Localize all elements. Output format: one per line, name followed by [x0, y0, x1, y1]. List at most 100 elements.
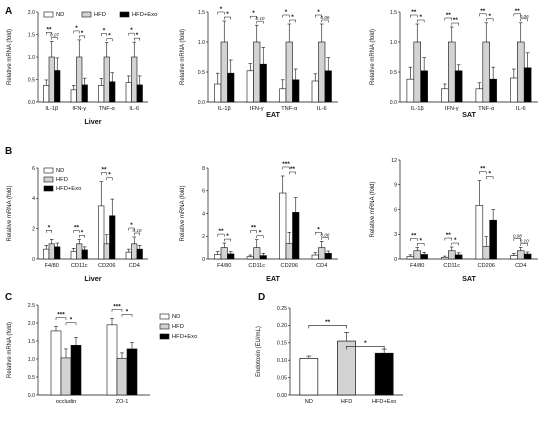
bar [482, 41, 490, 103]
significance-label: ** [515, 8, 520, 15]
y-tick-label: 0.0 [198, 100, 205, 106]
legend-swatch [81, 11, 92, 18]
chart-title: EAT [266, 274, 280, 283]
x-tick-label: F4/80 [217, 263, 231, 269]
significance-bracket [321, 237, 329, 240]
legend-swatch [43, 167, 54, 174]
bar [454, 254, 463, 260]
y-tick-label: 1.5 [198, 10, 205, 16]
bar [285, 41, 293, 103]
y-tick-label: 1.0 [198, 40, 205, 46]
significance-label: * [291, 14, 294, 21]
significance-bracket [128, 32, 135, 36]
y-tick-label: 0.0 [28, 100, 35, 106]
y-tick-label: 2.0 [28, 321, 35, 327]
bar [420, 254, 428, 260]
legend-label: ND [172, 314, 180, 320]
bar [516, 250, 525, 260]
significance-label: * [108, 172, 111, 179]
legend-label: ND [56, 168, 64, 174]
legend-swatch [159, 333, 170, 340]
panel-label: B [5, 146, 12, 157]
significance-bracket [224, 16, 231, 20]
bar [299, 358, 319, 396]
significance-label: * [220, 6, 223, 13]
significance-label: 0.10 [520, 238, 529, 243]
significance-bracket [315, 14, 322, 18]
significance-label: * [419, 237, 422, 244]
bar [253, 41, 261, 103]
significance-label: * [419, 14, 422, 21]
chart-title: SAT [462, 274, 476, 283]
significance-bracket [321, 19, 329, 23]
bar [81, 84, 88, 103]
significance-label: ** [446, 232, 451, 239]
bar [70, 251, 77, 260]
significance-bracket [217, 233, 225, 237]
significance-bracket [250, 230, 257, 234]
y-tick-label: 1.5 [390, 10, 397, 16]
y-tick-label: 4 [32, 196, 35, 202]
chart-D: 0.00 0.05 0.10 0.15 0.20 0.25 Endotoxin (EU/mL… [256, 292, 403, 405]
bar [510, 77, 518, 103]
y-tick-label: 2.5 [28, 303, 35, 309]
significance-bracket [79, 35, 85, 39]
x-tick-label: CD206 [98, 263, 115, 269]
bar [259, 255, 267, 260]
significance-bracket [134, 232, 140, 236]
bar [48, 243, 55, 260]
x-tick-label: IL-6 [129, 106, 139, 112]
significance-label: ** [74, 224, 79, 231]
significance-bracket [79, 235, 85, 238]
y-tick-label: 1.0 [28, 55, 35, 61]
bar [292, 212, 300, 260]
y-tick-label: 0.5 [28, 77, 35, 83]
bar [109, 81, 116, 103]
y-tick-label: 0.20 [277, 323, 287, 329]
legend-swatch [159, 313, 170, 320]
bar [510, 255, 518, 260]
chart-title: Liver [84, 117, 101, 126]
x-tick-label: ND [305, 399, 313, 405]
bar [227, 72, 235, 103]
significance-label: ** [480, 8, 485, 15]
y-axis-label: Relative mRNA (fold) [180, 185, 186, 241]
x-tick-label: TNF-α [99, 106, 116, 112]
significance-bracket [513, 13, 521, 17]
bar [489, 78, 497, 103]
bar [48, 56, 55, 103]
significance-bracket [451, 242, 459, 246]
significance-label: * [70, 317, 73, 324]
bar [441, 88, 449, 103]
significance-bracket [224, 238, 231, 242]
significance-label: 0.07 [50, 32, 59, 37]
significance-label: * [130, 27, 133, 34]
significance-label: * [364, 340, 367, 347]
significance-bracket [444, 237, 452, 241]
y-axis-label: Endotoxin (EU/mL) [256, 326, 262, 377]
x-tick-label: CD4 [316, 263, 327, 269]
significance-bracket [65, 322, 77, 326]
significance-label: *** [113, 303, 121, 310]
chart-A3: 0.0 0.5 1.0 1.5 Relative mRNA (fold) SAT IL-1β… [370, 8, 538, 119]
significance-bracket [73, 230, 80, 233]
significance-bracket [520, 18, 528, 22]
legend: ND HFD HFD+Exo [159, 313, 197, 340]
significance-bracket [417, 19, 425, 23]
y-tick-label: 0.25 [277, 306, 287, 312]
y-tick-label: 1.5 [28, 339, 35, 345]
significance-label: ** [102, 167, 107, 174]
significance-bracket [486, 176, 494, 180]
bar [318, 247, 326, 260]
bar [489, 219, 497, 260]
bar [516, 41, 525, 103]
bar [54, 70, 61, 103]
x-tick-label: ZO-1 [116, 399, 129, 405]
bar [220, 247, 228, 260]
significance-bracket [479, 13, 487, 17]
significance-label: * [488, 13, 491, 20]
x-tick-label: IL-6 [516, 106, 526, 112]
y-axis-label: Relative mRNA (fold) [7, 29, 13, 85]
legend: ND HFD HFD+Exo [43, 11, 157, 18]
